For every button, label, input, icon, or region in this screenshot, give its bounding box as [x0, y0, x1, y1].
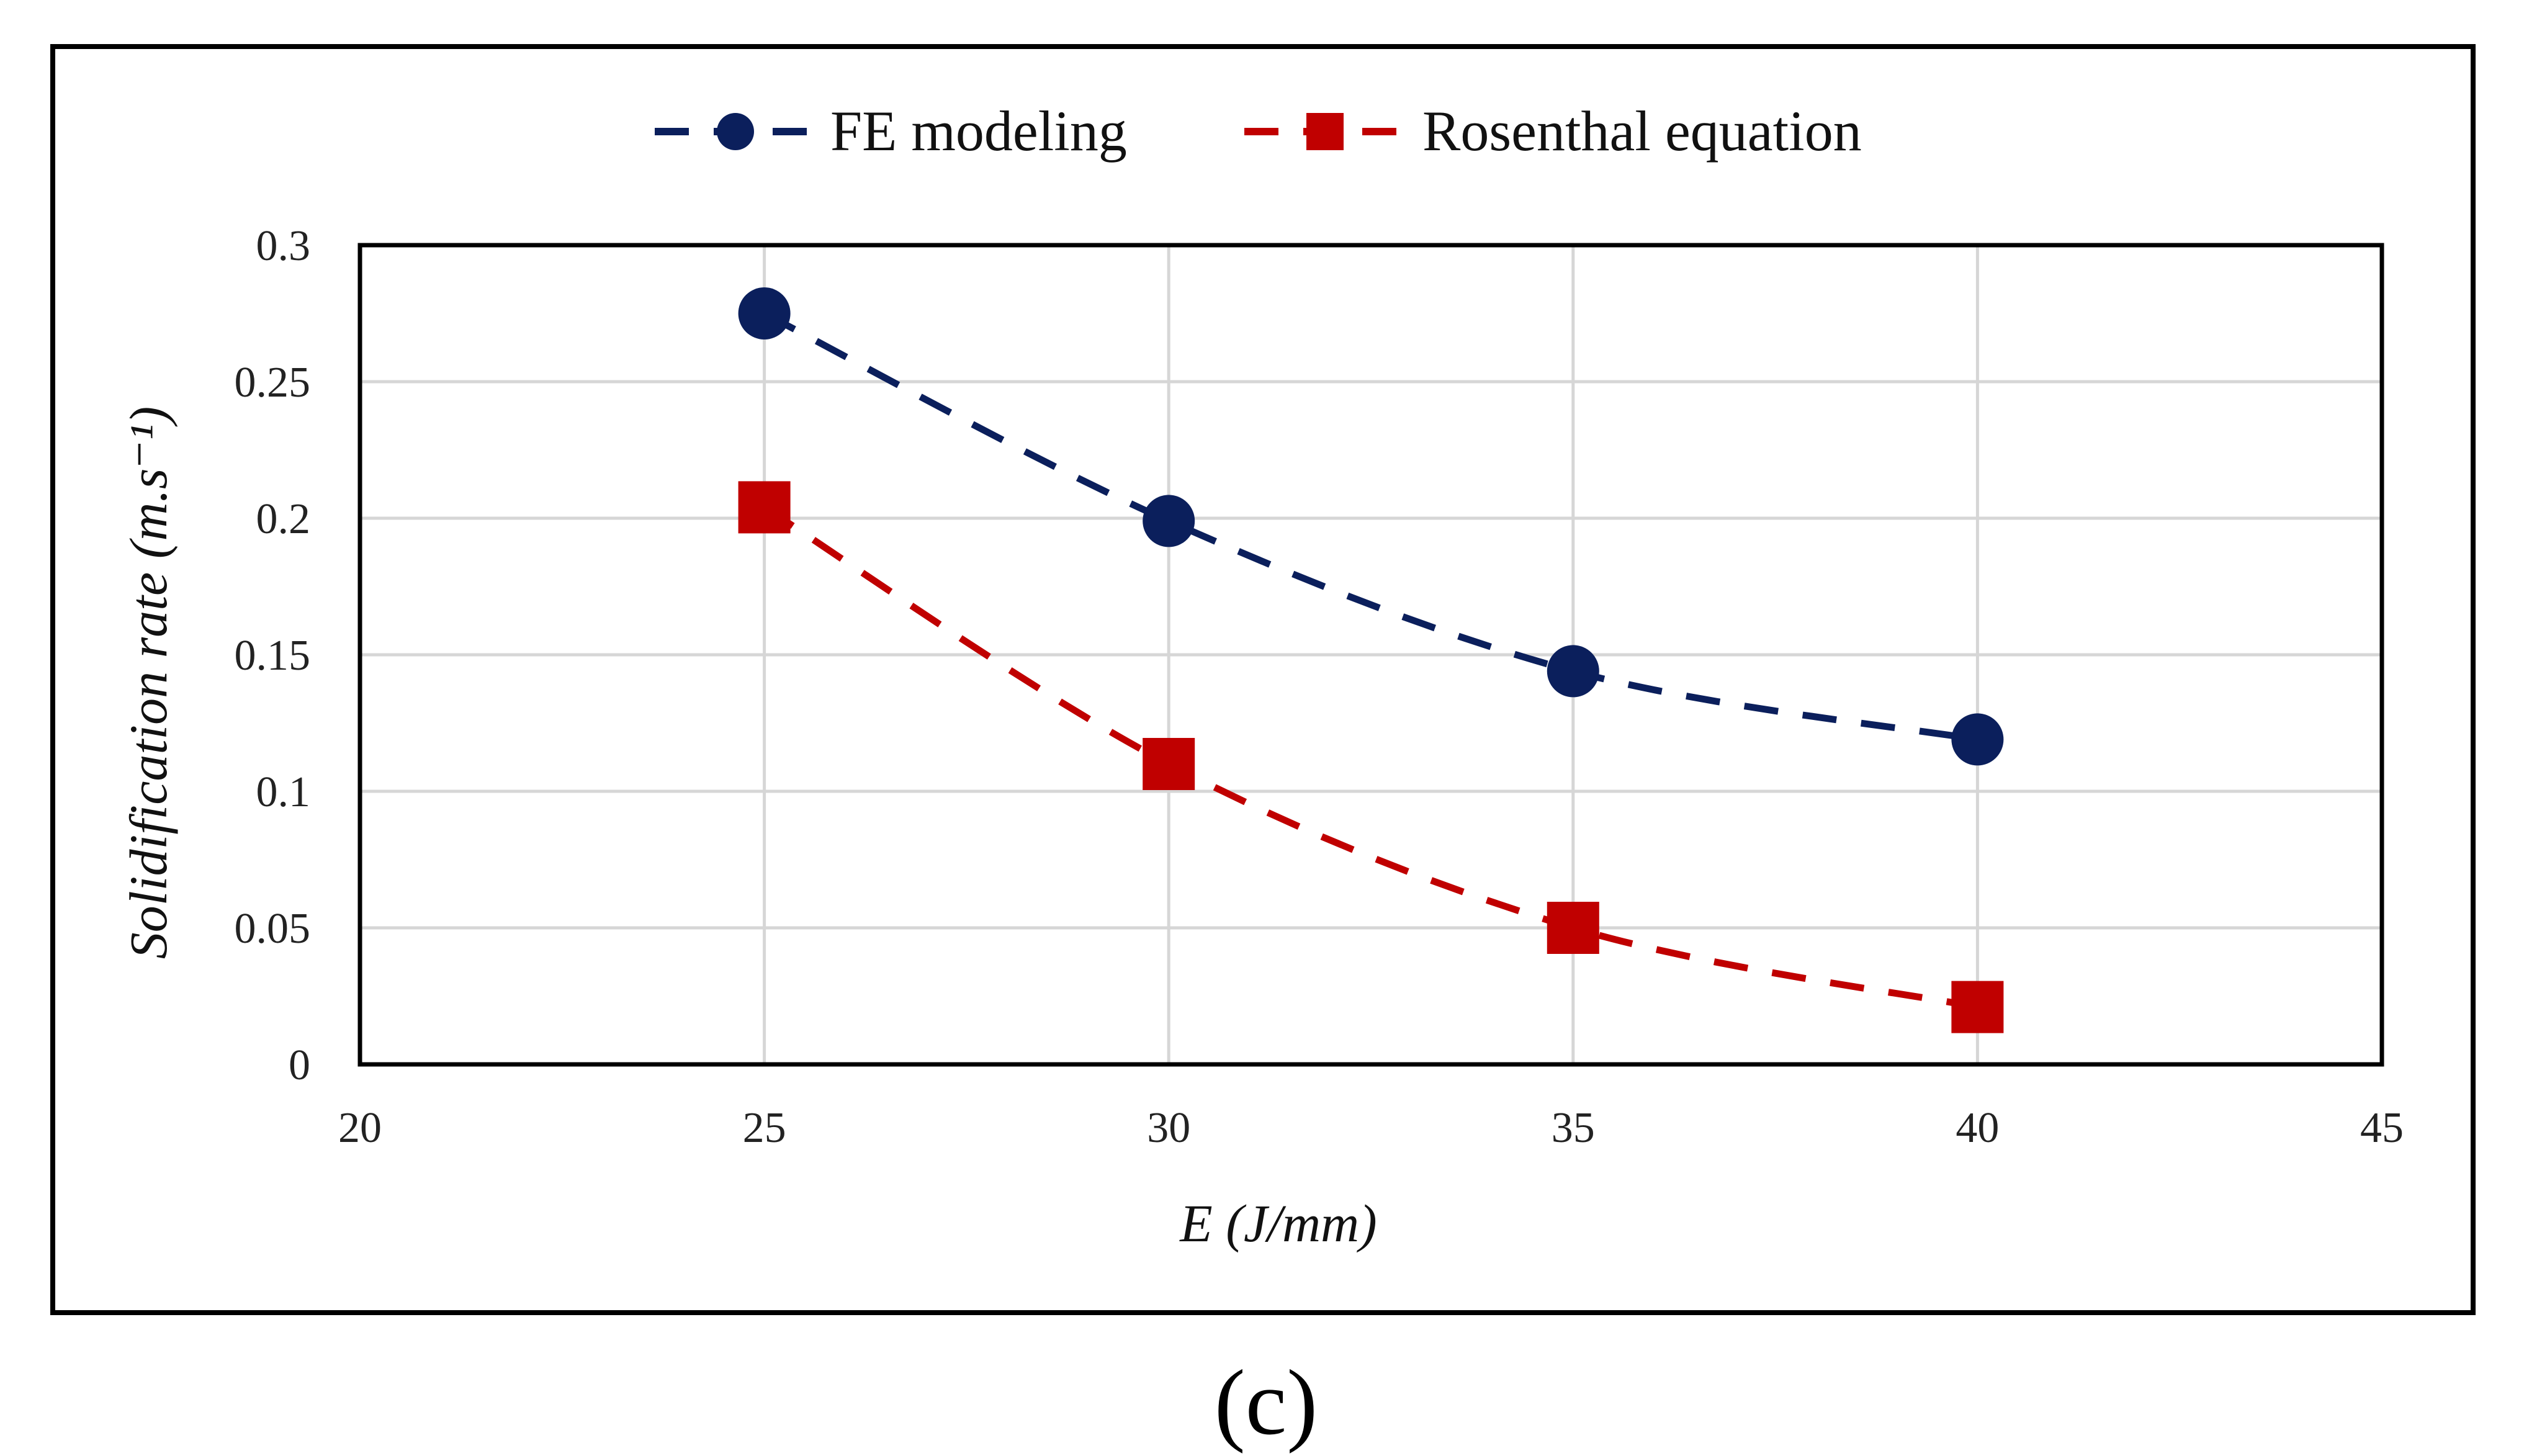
- x-axis-ticks: 20 25 30 35 40 45: [338, 1104, 2404, 1152]
- legend-item-fe-modeling: FE modeling: [655, 99, 1127, 163]
- x-tick-label: 25: [743, 1104, 786, 1152]
- data-point-rosenthal: [1547, 902, 1599, 954]
- y-axis-title: Solidification rate (m.s⁻¹): [119, 407, 178, 959]
- legend-rosenthal-label: Rosenthal equation: [1422, 99, 1862, 163]
- y-tick-label: 0.25: [235, 359, 311, 407]
- series: [738, 287, 2004, 1033]
- legend-fe-marker: [717, 113, 754, 150]
- data-point-rosenthal: [1951, 981, 2004, 1033]
- x-tick-label: 40: [1956, 1104, 1999, 1152]
- data-point-rosenthal: [738, 481, 791, 534]
- figure-caption: (c): [1215, 1351, 1318, 1454]
- y-tick-label: 0.05: [235, 905, 311, 953]
- y-tick-label: 0.3: [256, 222, 311, 270]
- legend-item-rosenthal: Rosenthal equation: [1244, 99, 1862, 163]
- legend-fe-label: FE modeling: [830, 99, 1127, 163]
- x-tick-label: 30: [1147, 1104, 1190, 1152]
- legend-rosenthal-marker: [1306, 113, 1344, 150]
- y-tick-label: 0: [289, 1041, 310, 1089]
- plot-area: [357, 243, 2384, 1067]
- series-line-rosenthal: [762, 504, 1978, 1010]
- data-point-fe-modeling: [1951, 713, 2004, 766]
- y-tick-label: 0.1: [256, 768, 311, 816]
- data-point-rosenthal: [1143, 738, 1195, 790]
- x-tick-label: 20: [338, 1104, 382, 1152]
- y-tick-label: 0.2: [256, 495, 311, 543]
- y-axis-ticks: 0 0.05 0.1 0.15 0.2 0.25 0.3: [235, 222, 311, 1089]
- x-tick-label: 35: [1552, 1104, 1595, 1152]
- data-point-fe-modeling: [1547, 645, 1599, 698]
- legend: FE modeling Rosenthal equation: [655, 99, 1862, 163]
- y-tick-label: 0.15: [235, 632, 311, 680]
- figure-frame: [50, 44, 2476, 1315]
- series-line-fe-modeling: [763, 310, 1978, 743]
- x-tick-label: 45: [2360, 1104, 2404, 1152]
- data-point-fe-modeling: [738, 287, 791, 339]
- data-point-fe-modeling: [1143, 495, 1195, 547]
- x-axis-title: E (J/mm): [1179, 1193, 1377, 1253]
